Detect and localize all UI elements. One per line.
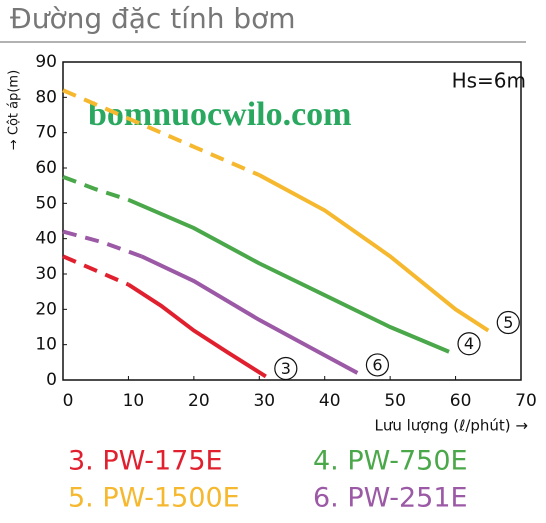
y-tick-label: 10 [35,335,57,355]
watermark: bomnuocwilo.com [88,96,352,133]
curve-tag: 6 [372,355,382,374]
legend-entry: 6. PW-251E [313,483,468,514]
y-tick-label: 20 [35,299,57,319]
y-tick-label: 50 [35,193,57,213]
curve [127,197,450,354]
y-axis-label: → Cột áp(m) [7,70,22,150]
chart-title: Đường đặc tính bơm [10,2,296,35]
curve [140,254,359,375]
y-tick-label: 60 [35,158,57,178]
curve [258,173,490,333]
y-tick-label: 0 [46,370,57,390]
curve-dashed [62,254,130,287]
curve-dashed [62,88,261,177]
curve-dashed [62,174,130,202]
curve-tag-circle [274,356,298,381]
legend-entry: 4. PW-750E [313,446,468,477]
curve-tag: 5 [503,313,513,332]
curve-tag: 4 [464,334,474,353]
curve [127,282,267,379]
y-tick-label: 80 [35,87,57,107]
legend-entry: 3. PW-175E [68,446,223,477]
plot-frame [62,61,522,381]
curve-dashed [62,229,143,259]
x-tick-label: 20 [188,391,210,411]
x-tick-label: 30 [253,391,275,411]
curve-tag-circle [496,310,520,335]
curve-tag-circle [457,332,481,356]
y-tick-label: 70 [35,123,57,143]
y-tick-label: 40 [35,229,57,249]
curve-tag: 3 [281,359,291,378]
x-tick-label: 10 [123,391,145,411]
legend-entry: 5. PW-1500E [68,483,240,514]
annotation: Hs=6m [452,69,526,93]
x-tick-label: 0 [63,391,74,411]
x-tick-label: 60 [450,391,472,411]
y-tick-label: 90 [35,52,57,72]
curve-tag-circle [365,353,390,377]
x-tick-label: 50 [384,391,406,411]
y-tick-label: 30 [35,264,57,284]
x-axis-label: Lưu lượng (ℓ/phút) → [375,417,529,435]
x-tick-label: 70 [515,391,537,411]
x-tick-label: 40 [319,391,341,411]
